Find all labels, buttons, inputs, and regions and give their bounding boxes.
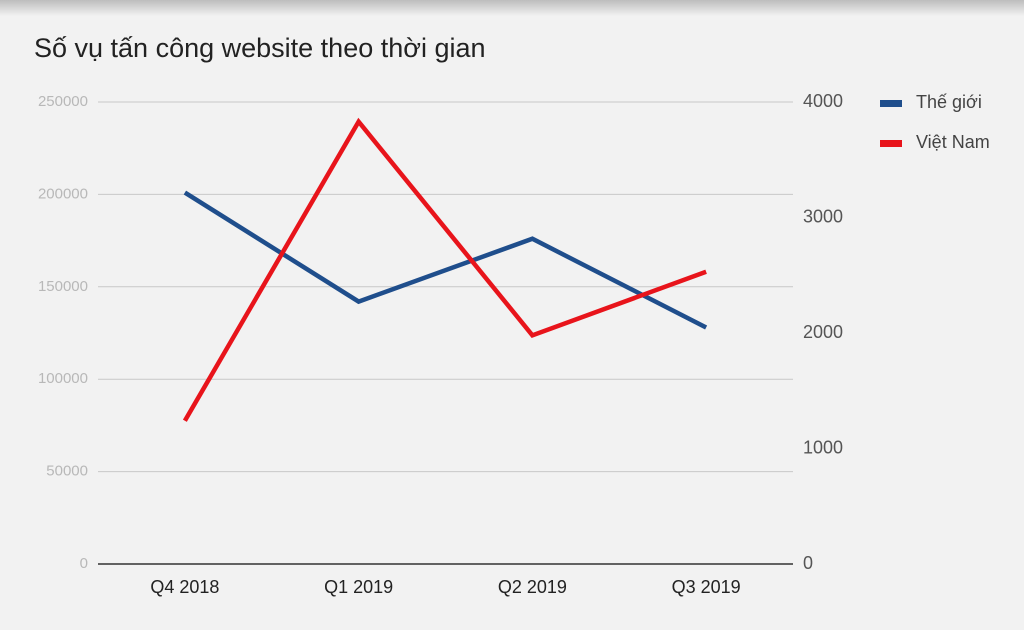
line-series: [183, 190, 708, 330]
legend-swatch: [880, 140, 902, 147]
x-tick-label: Q3 2019: [672, 577, 741, 597]
legend-label: Thế giới: [916, 92, 982, 112]
y2-tick-label: 4000: [803, 91, 843, 111]
y-tick-label: 50000: [46, 463, 88, 480]
y2-tick-label: 0: [803, 553, 813, 573]
legend-swatch: [880, 100, 902, 107]
y-tick-label: 250000: [38, 93, 88, 110]
x-tick-label: Q2 2019: [498, 577, 567, 597]
top-shadow: [0, 0, 1024, 16]
y2-tick-label: 3000: [803, 206, 843, 226]
y-tick-label: 0: [80, 555, 88, 572]
y-tick-label: 200000: [38, 185, 88, 202]
y2-tick-label: 2000: [803, 322, 843, 342]
chart-title: Số vụ tấn công website theo thời gian: [34, 33, 486, 63]
legend-label: Việt Nam: [916, 132, 990, 152]
y2-tick-label: 1000: [803, 437, 843, 457]
x-tick-label: Q1 2019: [324, 577, 393, 597]
line-series: [182, 117, 707, 422]
y-tick-label: 100000: [38, 370, 88, 387]
x-tick-label: Q4 2018: [150, 577, 219, 597]
y-tick-label: 150000: [38, 278, 88, 295]
